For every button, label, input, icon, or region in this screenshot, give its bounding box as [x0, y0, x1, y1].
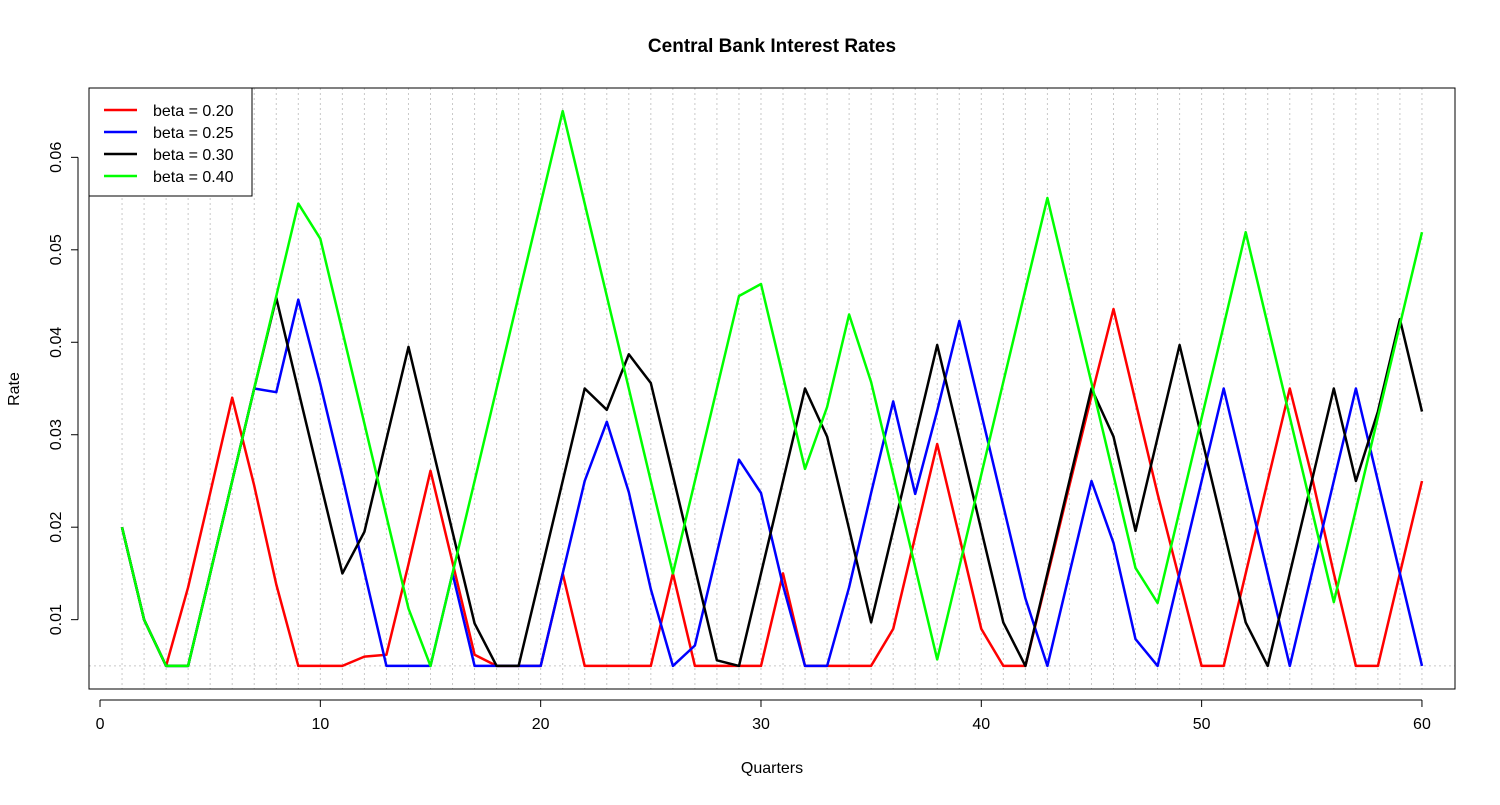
- legend-box: [88, 87, 253, 197]
- x-axis: 0 10 20 30 40 50 60: [96, 699, 1431, 733]
- legend-label: beta = 0.40: [153, 169, 234, 186]
- legend-label: beta = 0.30: [153, 147, 234, 164]
- chart-title: Central Bank Interest Rates: [648, 36, 896, 57]
- grid-layer: [89, 88, 1455, 689]
- y-tick-label: 0.01: [48, 604, 65, 635]
- series-line-3: [120, 296, 1424, 668]
- x-tick-label: 0: [96, 716, 105, 733]
- x-axis-label: Quarters: [741, 760, 803, 777]
- x-tick-label: 50: [1193, 716, 1211, 733]
- series-line-4: [120, 109, 1424, 668]
- legend-label: beta = 0.20: [153, 103, 234, 120]
- y-tick-label: 0.05: [48, 234, 65, 265]
- x-tick-label: 40: [972, 716, 990, 733]
- x-tick-label: 20: [532, 716, 550, 733]
- legend: beta = 0.20 beta = 0.25 beta = 0.30 beta = …: [88, 87, 253, 197]
- y-axis: 0.01 0.02 0.03 0.04 0.05 0.06: [48, 142, 79, 635]
- plot-frame: [88, 87, 1456, 690]
- legend-label: beta = 0.25: [153, 125, 234, 142]
- y-tick-label: 0.06: [48, 142, 65, 173]
- x-tick-label: 60: [1413, 716, 1431, 733]
- x-tick-label: 30: [752, 716, 770, 733]
- series-layer: [120, 109, 1424, 668]
- series-line-1: [120, 307, 1424, 668]
- y-tick-label: 0.02: [48, 512, 65, 543]
- series-line-2: [120, 298, 1424, 668]
- x-tick-label: 10: [311, 716, 329, 733]
- y-tick-label: 0.04: [48, 327, 65, 358]
- y-axis-label: Rate: [6, 372, 23, 406]
- y-tick-label: 0.03: [48, 419, 65, 450]
